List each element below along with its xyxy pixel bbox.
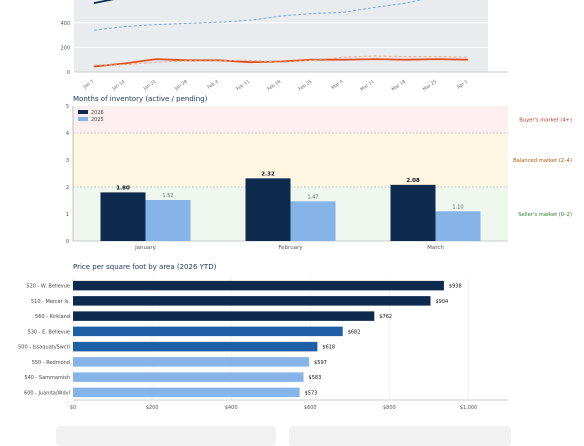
line-x-tick-label: Jan 7 (82, 79, 96, 91)
price-x-tick-label: $200 (146, 405, 159, 411)
price-x-tick-label: $400 (225, 405, 238, 411)
price-category-label: 550 - Redmond (32, 360, 70, 366)
market-zone (73, 106, 508, 133)
line-y-tick-label: 400 (60, 21, 70, 27)
price-per-sqft-chart: Price per square foot by area (2026 YTD)… (18, 263, 508, 411)
line-x-tick-label: Jan 14 (111, 79, 127, 93)
line-x-tick-label: Mar 4 (331, 79, 345, 91)
price-x-tick-label: $800 (383, 405, 396, 411)
line-y-tick-label: 600 (60, 0, 70, 2)
market-zone-label: Buyer's market (4+) (519, 118, 572, 124)
inventory-bar (435, 211, 481, 241)
line-series (93, 0, 423, 31)
inventory-bar (390, 184, 436, 241)
price-category-label: 560 - Kirkland (35, 314, 70, 320)
inventory-y-tick-label: 1 (66, 212, 69, 218)
inventory-bar-value-label: 1.10 (452, 204, 463, 210)
market-zone (73, 133, 508, 187)
inventory-category-label: February (278, 245, 303, 251)
inventory-y-tick-label: 2 (66, 185, 69, 191)
line-x-tick-label: Feb 4 (206, 79, 220, 91)
inventory-bar-chart: Months of inventory (active / pending) Bu… (66, 95, 572, 251)
legend-swatch (78, 110, 88, 114)
inventory-y-tick-label: 3 (66, 158, 69, 164)
price-category-label: 530 - E. Bellevue (28, 329, 70, 335)
line-x-tick-label: Feb 25 (297, 79, 313, 93)
inventory-chart-title: Months of inventory (active / pending) (73, 95, 208, 103)
price-x-tick-label: $1,000 (460, 405, 478, 411)
summary-card-right (289, 426, 511, 446)
price-category-label: 600 - Juanita/Wdvl (24, 390, 70, 396)
price-bar-value-label: $573 (305, 390, 318, 396)
price-bar-value-label: $938 (449, 284, 462, 290)
line-x-tick-label: Mar 18 (391, 79, 407, 93)
line-x-tick-label: Jan 28 (173, 79, 189, 93)
line-x-tick-label: Mar 25 (422, 79, 438, 93)
listings-line-chart: 0 200 400 600 Jan 7 Jan 14 Jan 21 Jan 28 Feb 4 Fe… (60, 0, 508, 93)
inventory-bar-value-label: 1.47 (307, 194, 318, 200)
market-zone-label: Balanced market (2–4) (513, 158, 572, 164)
price-chart-title: Price per square foot by area (2026 YTD) (73, 263, 217, 271)
inventory-bar-value-label: 2.08 (406, 178, 420, 184)
inventory-bar (290, 201, 336, 241)
inventory-bar-value-label: 1.80 (116, 185, 130, 191)
line-y-tick-label: 0 (67, 70, 70, 76)
line-series (93, 58, 469, 68)
price-bar-value-label: $618 (322, 345, 335, 351)
summary-card-left (56, 426, 276, 446)
price-bar (73, 387, 300, 398)
inventory-y-tick-label: 4 (66, 131, 69, 137)
legend-label: 2026 (91, 110, 104, 116)
price-category-label: 540 - Sammamish (24, 375, 70, 381)
legend-label: 2025 (91, 117, 104, 123)
line-x-tick-label: Feb 18 (266, 79, 282, 93)
price-bar (73, 311, 375, 321)
price-x-tick-label: $0 (70, 405, 76, 411)
inventory-category-label: March (427, 245, 444, 251)
inventory-y-tick-label: 0 (66, 239, 69, 245)
inventory-category-label: January (134, 245, 157, 251)
price-bar-value-label: $583 (309, 375, 322, 381)
legend-swatch (78, 117, 88, 121)
price-bar-value-label: $682 (348, 329, 361, 335)
price-bar-value-label: $904 (435, 299, 448, 305)
price-category-label: 520 - W. Bellevue (26, 284, 70, 290)
price-bar-value-label: $597 (314, 360, 327, 366)
price-category-label: 510 - Mercer Is. (31, 299, 70, 305)
inventory-bar-value-label: 1.52 (162, 193, 173, 199)
line-x-tick-label: Mar 11 (359, 79, 375, 93)
line-x-tick-label: Feb 11 (235, 79, 251, 93)
price-bar (73, 280, 444, 291)
line-x-tick-label: Jan 21 (142, 79, 158, 93)
inventory-bar (100, 192, 146, 241)
inventory-bar (145, 199, 191, 241)
price-x-tick-label: $600 (304, 405, 317, 411)
line-series (93, 55, 469, 66)
price-bar (73, 357, 310, 367)
market-zone-label: Seller's market (0–2) (518, 212, 572, 218)
price-bar-value-label: $762 (379, 314, 392, 320)
inventory-bar-value-label: 2.32 (261, 171, 275, 177)
price-bar (73, 372, 304, 382)
price-category-label: 500 - Issaquah/Swcti (18, 345, 70, 351)
price-bar (73, 326, 343, 337)
inventory-y-tick-label: 5 (66, 104, 69, 110)
inventory-bar (245, 178, 291, 241)
price-bar (73, 296, 431, 306)
line-x-tick-label: Apr 1 (456, 79, 469, 91)
line-y-tick-label: 200 (60, 45, 70, 51)
price-bar (73, 341, 318, 352)
